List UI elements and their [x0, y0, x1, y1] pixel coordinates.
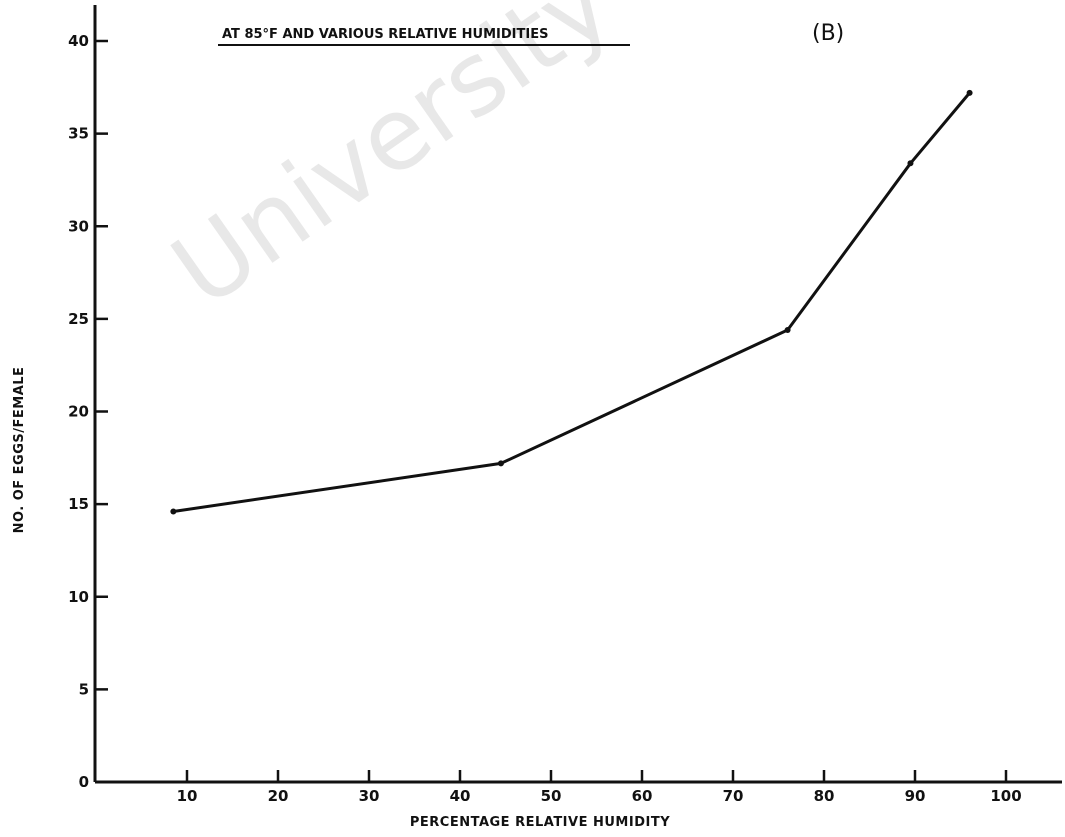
y-tick-label: 5: [79, 680, 89, 698]
data-point: [966, 89, 973, 96]
x-tick-label: 40: [450, 787, 471, 805]
x-tick-label: 10: [177, 787, 198, 805]
watermark: University of: [152, 0, 740, 330]
y-axis-title: NO. OF EGGS/FEMALE: [12, 367, 27, 534]
data-point: [497, 460, 504, 467]
data-point: [907, 160, 914, 167]
panel-label: (B): [812, 21, 844, 46]
x-tick-label: 50: [541, 787, 562, 805]
y-tick-label: 40: [68, 32, 89, 50]
y-tick-label: 25: [68, 310, 89, 328]
y-tick-label: 35: [68, 125, 89, 143]
x-tick-label: 30: [359, 787, 380, 805]
series-group: [170, 89, 973, 515]
x-tick-label: 80: [814, 787, 835, 805]
y-tick-label: 15: [68, 495, 89, 513]
y-tick-label: 30: [68, 217, 89, 235]
x-tick-label: 60: [632, 787, 653, 805]
axes: [93, 5, 1062, 784]
y-tick-label: 0: [79, 773, 89, 791]
x-ticks: 10 20 30 40 50 60 70 80 90 100: [177, 770, 1022, 805]
x-tick-label: 20: [268, 787, 289, 805]
x-tick-label: 90: [905, 787, 926, 805]
data-point: [170, 508, 177, 515]
x-axis-title: PERCENTAGE RELATIVE HUMIDITY: [410, 815, 670, 830]
chart-title: AT 85°F AND VARIOUS RELATIVE HUMIDITIES: [222, 27, 548, 42]
x-tick-label: 100: [990, 787, 1021, 805]
y-tick-label: 20: [68, 403, 89, 421]
y-tick-label: 10: [68, 588, 89, 606]
y-ticks: 0 5 10 15 20 25 30 35 40: [68, 32, 108, 791]
x-tick-label: 70: [723, 787, 744, 805]
data-point: [784, 326, 791, 333]
